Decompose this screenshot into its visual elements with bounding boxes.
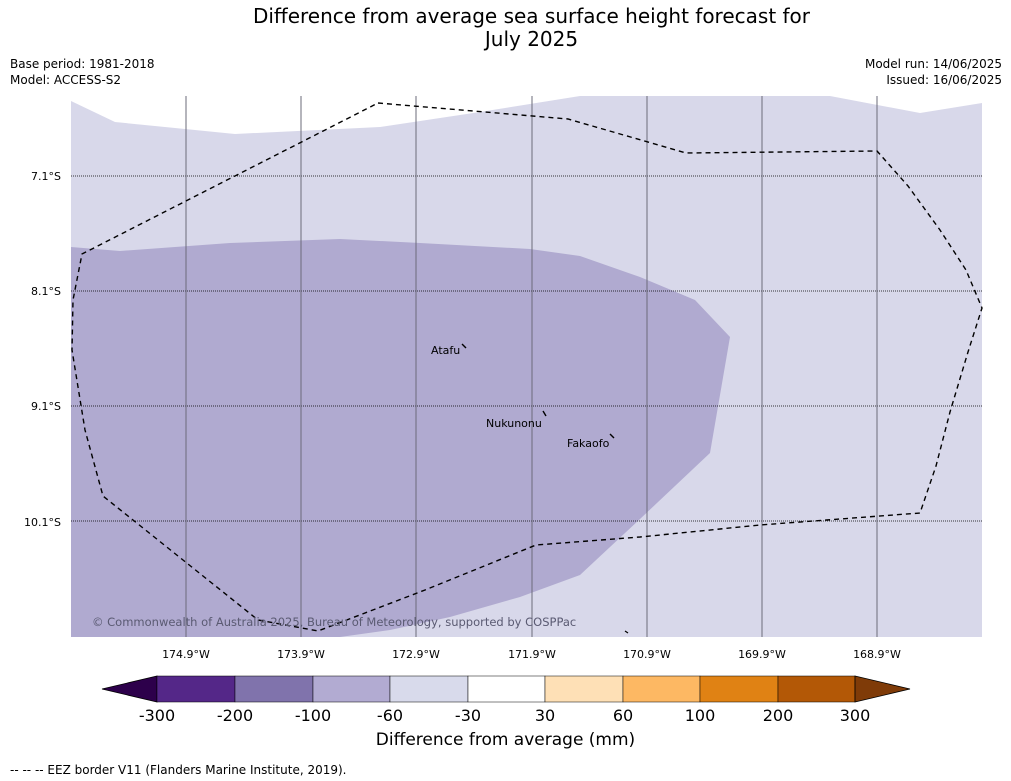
- chart-title: Difference from average sea surface heig…: [0, 5, 1011, 51]
- place-label-fakaofo: Fakaofo: [567, 437, 610, 450]
- lon-label: 172.9°W: [392, 648, 440, 661]
- lon-label: 174.9°W: [162, 648, 210, 661]
- nukunonu-island-mark: [542, 410, 547, 417]
- colorbar-tick: 30: [534, 706, 556, 725]
- colorbar-segment: [312, 675, 391, 703]
- colorbar-segment: [389, 675, 469, 703]
- title-line-2: July 2025: [484, 27, 579, 51]
- atafu-island-mark: [461, 343, 467, 349]
- colorbar-segment: [156, 675, 236, 703]
- meta-right: Model run: 14/06/2025 Issued: 16/06/2025: [865, 56, 1002, 88]
- colorbar: [101, 675, 911, 703]
- lat-label: 8.1°S: [31, 285, 61, 298]
- medium-anomaly-region: [71, 239, 730, 637]
- title-line-1: Difference from average sea surface heig…: [252, 4, 811, 28]
- colorbar-title: Difference from average (mm): [375, 730, 636, 750]
- model-name: Model: ACCESS-S2: [10, 73, 122, 87]
- colorbar-extend-high: [854, 675, 911, 703]
- colorbar-segment: [777, 675, 856, 703]
- lon-label: 170.9°W: [623, 648, 671, 661]
- lon-label: 171.9°W: [508, 648, 556, 661]
- colorbar-tick: 100: [684, 706, 716, 725]
- colorbar-tick: -300: [138, 706, 176, 725]
- colorbar-tick: 300: [839, 706, 871, 725]
- lat-label: 10.1°S: [24, 516, 61, 529]
- fakaofo-island-mark: [609, 433, 615, 439]
- colorbar-segment: [622, 675, 701, 703]
- colorbar-tick: -200: [216, 706, 254, 725]
- colorbar-tick: -60: [376, 706, 404, 725]
- colorbar-tick: -100: [294, 706, 332, 725]
- lon-label: 173.9°W: [277, 648, 325, 661]
- copyright-notice: © Commonwealth of Australia 2025, Bureau…: [92, 615, 576, 629]
- lat-label: 7.1°S: [31, 170, 61, 183]
- lon-label: 169.9°W: [738, 648, 786, 661]
- colorbar-segment: [699, 675, 779, 703]
- colorbar-segment: [234, 675, 314, 703]
- place-label-nukunonu: Nukunonu: [486, 417, 542, 430]
- map-area: [71, 96, 982, 637]
- colorbar-extend-low: [101, 675, 158, 703]
- colorbar-segment: [544, 675, 624, 703]
- issued-date: Issued: 16/06/2025: [886, 73, 1002, 87]
- meta-left: Base period: 1981-2018 Model: ACCESS-S2: [10, 56, 155, 88]
- base-period: Base period: 1981-2018: [10, 57, 155, 71]
- small-land-mark: [624, 630, 629, 634]
- eez-border: [71, 102, 983, 632]
- eez-footnote: -- -- -- EEZ border V11 (Flanders Marine…: [10, 763, 347, 777]
- colorbar-tick: 60: [612, 706, 634, 725]
- place-label-atafu: Atafu: [431, 344, 460, 357]
- colorbar-tick: -30: [454, 706, 482, 725]
- colorbar-segment: [467, 675, 546, 703]
- colorbar-tick: 200: [762, 706, 794, 725]
- lat-label: 9.1°S: [31, 400, 61, 413]
- model-run: Model run: 14/06/2025: [864, 57, 1002, 71]
- lon-label: 168.9°W: [853, 648, 901, 661]
